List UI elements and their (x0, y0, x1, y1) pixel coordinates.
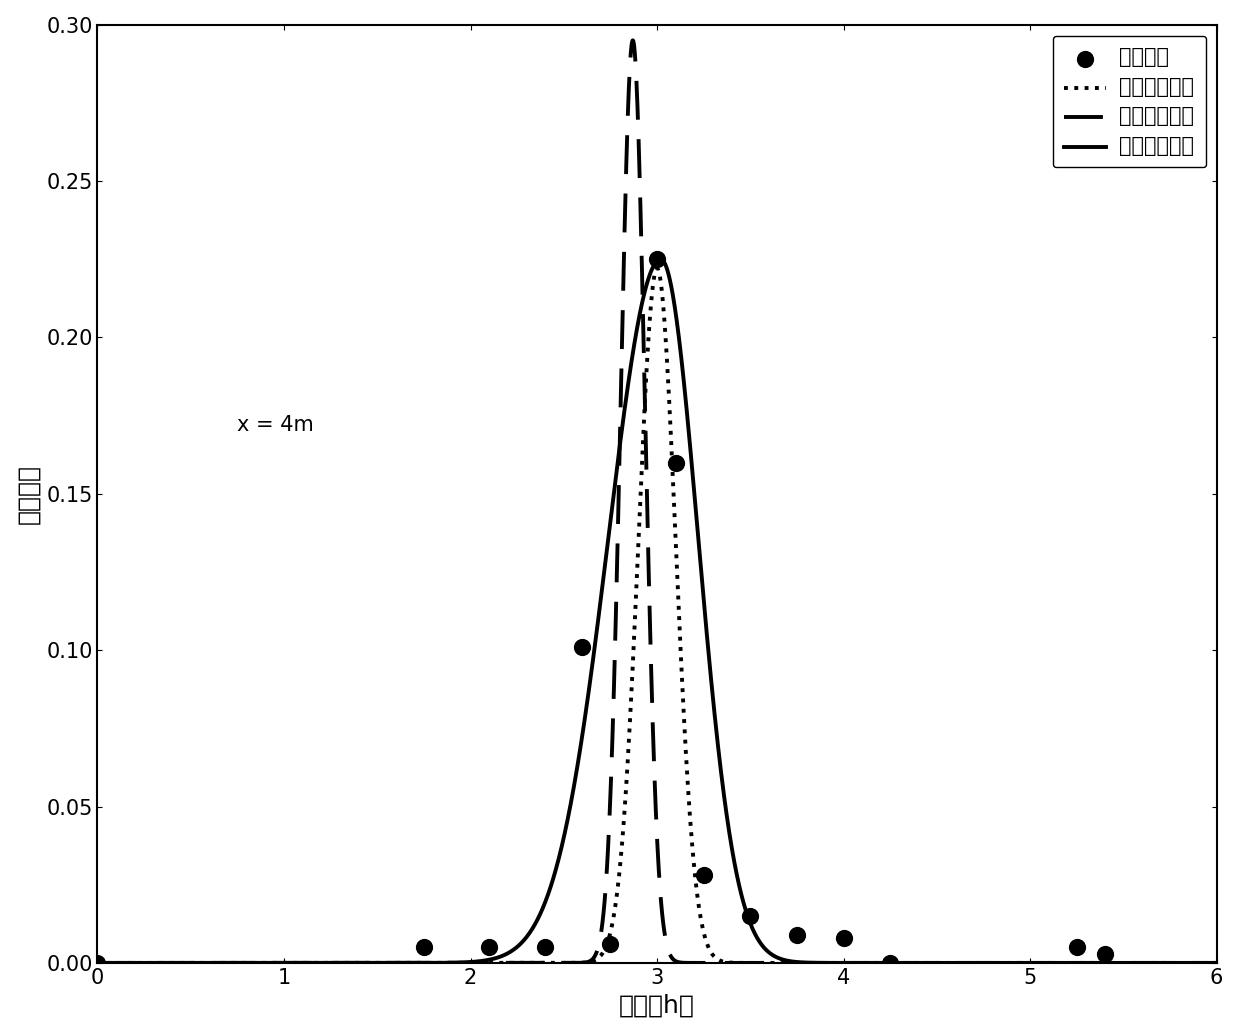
试验数据 (833, 930, 853, 946)
试验数据 (666, 454, 686, 470)
试验数据 (600, 936, 620, 952)
时空关联模型 (625, 34, 640, 47)
试验数据 (880, 954, 900, 971)
分形导数模型 (568, 773, 583, 786)
空间关联模型 (520, 956, 534, 969)
Line: 空间关联模型: 空间关联模型 (98, 269, 1216, 963)
空间关联模型 (1209, 956, 1224, 969)
时空关联模型 (1068, 956, 1083, 969)
空间关联模型 (1068, 956, 1083, 969)
试验数据 (479, 939, 498, 955)
分形导数模型 (284, 956, 299, 969)
时空关联模型 (1209, 956, 1224, 969)
Line: 分形导数模型: 分形导数模型 (98, 260, 1216, 963)
分形导数模型 (1209, 956, 1224, 969)
试验数据 (693, 868, 713, 884)
Line: 时空关联模型: 时空关联模型 (98, 40, 1216, 963)
时空关联模型 (218, 956, 233, 969)
空间关联模型 (650, 263, 665, 275)
时空关联模型 (568, 956, 583, 969)
试验数据 (1095, 945, 1115, 962)
空间关联模型 (1188, 956, 1203, 969)
X-axis label: 时间（h）: 时间（h） (619, 994, 694, 1017)
试验数据 (414, 939, 434, 955)
试验数据 (573, 639, 593, 656)
分形导数模型 (218, 956, 233, 969)
分形导数模型 (520, 931, 534, 943)
试验数据 (88, 954, 108, 971)
分形导数模型 (91, 956, 105, 969)
分形导数模型 (1068, 956, 1083, 969)
空间关联模型 (91, 956, 105, 969)
时空关联模型 (284, 956, 299, 969)
分形导数模型 (653, 253, 668, 266)
空间关联模型 (568, 956, 583, 969)
试验数据 (787, 926, 807, 943)
Y-axis label: 溶质浓度: 溶质浓度 (16, 464, 41, 524)
空间关联模型 (284, 956, 299, 969)
试验数据 (1066, 939, 1086, 955)
空间关联模型 (218, 956, 233, 969)
试验数据 (740, 908, 760, 924)
时空关联模型 (91, 956, 105, 969)
Legend: 试验数据, 空间关联模型, 时空关联模型, 分形导数模型: 试验数据, 空间关联模型, 时空关联模型, 分形导数模型 (1053, 36, 1205, 168)
试验数据 (536, 939, 556, 955)
时空关联模型 (520, 956, 534, 969)
分形导数模型 (1188, 956, 1203, 969)
时空关联模型 (1188, 956, 1203, 969)
Text: x = 4m: x = 4m (237, 416, 314, 435)
试验数据 (647, 251, 667, 268)
